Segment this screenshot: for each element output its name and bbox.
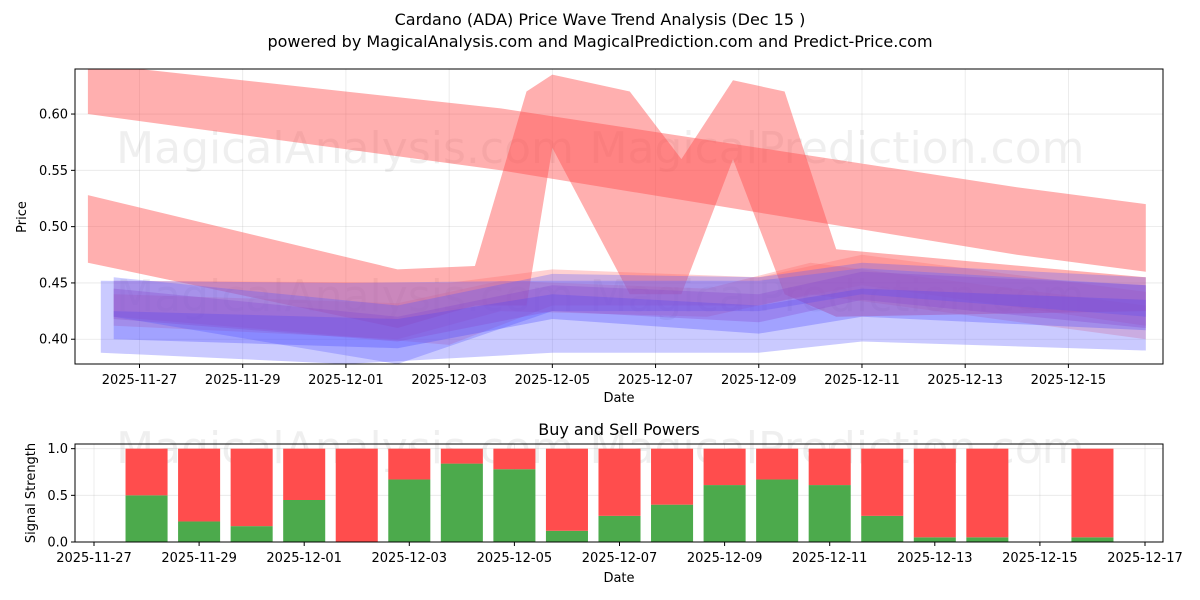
sell-bar — [388, 448, 431, 480]
price-grid — [75, 69, 1163, 364]
price-x-tick-label: 2025-12-05 — [515, 373, 591, 388]
price-bands — [87, 69, 1146, 364]
sell-bar — [178, 448, 221, 522]
price-watermarks: MagicalAnalysis.com MagicalPrediction.co… — [116, 123, 1084, 322]
price-plot-frame — [74, 68, 1164, 365]
signal-x-tick-label: 2025-12-11 — [792, 551, 868, 566]
buy-bar — [178, 521, 221, 542]
sell-bar — [808, 448, 851, 486]
price-band-1 — [87, 74, 1146, 328]
price-x-tick-label: 2025-12-07 — [618, 373, 694, 388]
price-band-5 — [113, 262, 1146, 364]
signal-x-ticks: 2025-11-27 2025-11-29 2025-12-01 2025-12-03… — [56, 542, 1183, 566]
sell-bar — [335, 448, 378, 542]
watermark-magicalanalysis: MagicalAnalysis.com — [116, 271, 574, 322]
chart-title: Cardano (ADA) Price Wave Trend Analysis … — [395, 10, 806, 29]
price-x-tick-label: 2025-11-27 — [102, 373, 178, 388]
sell-bar — [703, 448, 746, 486]
buy-bar — [651, 504, 694, 542]
signal-x-tick-label: 2025-11-29 — [161, 551, 237, 566]
price-y-tick-label: 0.60 — [39, 108, 68, 123]
buy-bar — [283, 500, 326, 542]
signal-x-tick-label: 2025-12-15 — [1002, 551, 1078, 566]
buy-bar — [125, 495, 168, 542]
signal-y-ticks: 0.0 0.5 1.0 — [47, 442, 75, 551]
buy-bar — [440, 463, 483, 542]
price-y-tick-label: 0.55 — [39, 164, 68, 179]
signal-x-tick-label: 2025-12-13 — [897, 551, 973, 566]
price-y-tick-label: 0.50 — [39, 220, 68, 235]
signal-panel: Buy and Sell Powers MagicalAnalysis.com … — [24, 420, 1183, 586]
buy-bar — [493, 469, 536, 542]
sell-bar — [545, 448, 588, 531]
signal-y-axis-label: Signal Strength — [24, 443, 39, 543]
buy-bar — [703, 485, 746, 542]
price-band-7 — [113, 271, 1146, 342]
signal-x-tick-label: 2025-12-01 — [266, 551, 342, 566]
buy-bar — [913, 537, 956, 542]
signal-y-tick-label: 1.0 — [47, 442, 68, 457]
price-band-2 — [113, 254, 1146, 345]
price-band-3 — [113, 262, 1146, 340]
price-wave-panel: MagicalAnalysis.com MagicalPrediction.co… — [15, 68, 1164, 406]
price-x-tick-label: 2025-12-11 — [824, 373, 900, 388]
price-band-4 — [100, 268, 1146, 364]
signal-x-axis-label: Date — [603, 571, 634, 586]
signal-y-tick-label: 0.5 — [47, 489, 68, 504]
price-x-axis-label: Date — [603, 391, 634, 406]
signal-x-tick-label: 2025-12-07 — [582, 551, 658, 566]
buy-bar — [545, 530, 588, 542]
price-x-tick-label: 2025-12-15 — [1031, 373, 1107, 388]
price-x-tick-label: 2025-12-13 — [927, 373, 1003, 388]
sell-bar — [913, 448, 956, 538]
sell-bar — [966, 448, 1009, 538]
buy-bar — [861, 515, 904, 542]
price-y-tick-label: 0.40 — [39, 333, 68, 348]
price-y-axis-label: Price — [15, 201, 30, 233]
signal-bars — [125, 448, 1114, 542]
price-x-tick-label: 2025-12-09 — [721, 373, 797, 388]
signal-x-tick-label: 2025-12-17 — [1107, 551, 1183, 566]
sell-bar — [493, 448, 536, 470]
sell-bar — [230, 448, 273, 527]
price-x-ticks: 2025-11-27 2025-11-29 2025-12-01 2025-12-03… — [102, 364, 1106, 388]
price-x-tick-label: 2025-12-01 — [308, 373, 384, 388]
signal-x-tick-label: 2025-12-03 — [372, 551, 448, 566]
watermark-magicalanalysis: MagicalAnalysis.com — [116, 123, 574, 174]
price-y-ticks: 0.40 0.45 0.50 0.55 0.60 — [39, 108, 75, 348]
price-band-6 — [113, 288, 1146, 349]
sell-bar — [598, 448, 641, 516]
price-x-tick-label: 2025-11-29 — [205, 373, 281, 388]
signal-x-tick-label: 2025-12-05 — [477, 551, 553, 566]
price-x-tick-label: 2025-12-03 — [411, 373, 487, 388]
buy-bar — [756, 479, 799, 542]
sell-bar — [861, 448, 904, 516]
watermark-magicalprediction: MagicalPrediction.com — [590, 271, 1085, 322]
buy-bar — [388, 479, 431, 542]
sell-bar — [283, 448, 326, 500]
buy-bar — [808, 485, 851, 542]
price-y-tick-label: 0.45 — [39, 276, 68, 291]
signal-y-tick-label: 0.0 — [47, 536, 68, 551]
sell-bar — [1071, 448, 1114, 538]
chart-subtitle: powered by MagicalAnalysis.com and Magic… — [267, 32, 932, 51]
price-band-0 — [87, 69, 1146, 272]
buy-bar — [230, 526, 273, 542]
watermark-magicalprediction: MagicalPrediction.com — [590, 123, 1085, 174]
buy-bar — [1071, 537, 1114, 542]
signal-x-tick-label: 2025-12-09 — [687, 551, 763, 566]
sell-bar — [440, 448, 483, 464]
sell-bar — [756, 448, 799, 480]
sell-bar — [125, 448, 168, 496]
buy-bar — [966, 537, 1009, 542]
signal-panel-title: Buy and Sell Powers — [538, 420, 700, 439]
sell-bar — [651, 448, 694, 505]
signal-x-tick-label: 2025-11-27 — [56, 551, 132, 566]
buy-bar — [598, 515, 641, 542]
